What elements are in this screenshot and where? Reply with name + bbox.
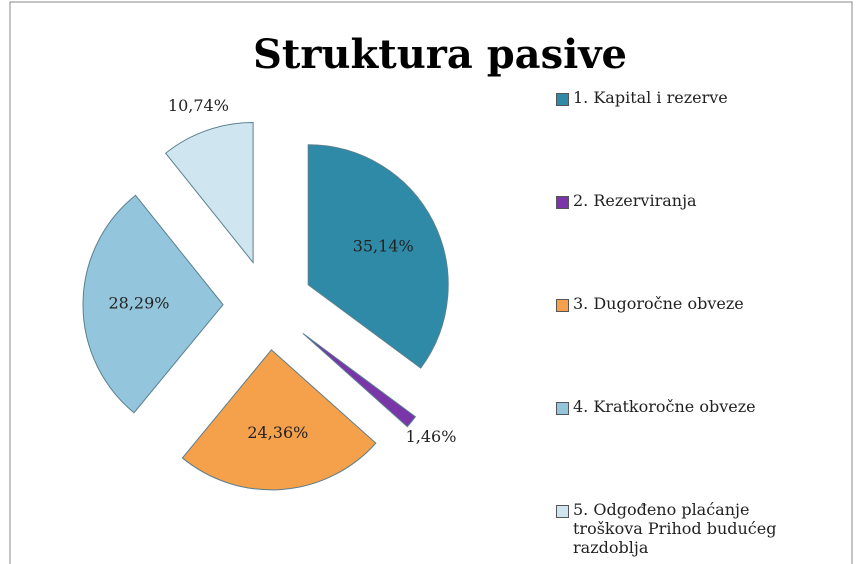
- legend-item: 2. Rezerviranja: [556, 191, 856, 210]
- data-label: 35,14%: [353, 236, 414, 255]
- pie-slice: [307, 144, 449, 369]
- frame: [9, 1, 853, 564]
- data-label: 1,46%: [406, 427, 457, 446]
- legend-swatch: [556, 299, 569, 312]
- legend-item: 3. Dugoročne obveze: [556, 294, 856, 313]
- legend-swatch: [556, 93, 569, 106]
- legend-label: 3. Dugoročne obveze: [573, 294, 744, 313]
- legend-item: 1. Kapital i rezerve: [556, 88, 856, 107]
- data-label: 28,29%: [108, 294, 169, 313]
- legend-label: 4. Kratkoročne obveze: [573, 397, 756, 416]
- legend-item: 5. Odgođeno plaćanje troškova Prihod bud…: [556, 500, 856, 557]
- pie-slice: [302, 333, 417, 428]
- pie-slice: [164, 122, 254, 264]
- legend-item: 4. Kratkoročne obveze: [556, 397, 856, 416]
- pie-slice: [181, 349, 377, 491]
- legend-swatch: [556, 402, 569, 415]
- legend-swatch: [556, 505, 569, 518]
- legend-swatch: [556, 196, 569, 209]
- data-label: 10,74%: [168, 96, 229, 115]
- data-label: 24,36%: [247, 423, 308, 442]
- pie-slice: [82, 194, 224, 414]
- legend-label: 2. Rezerviranja: [573, 191, 697, 210]
- chart-title: Struktura pasive: [253, 31, 627, 78]
- legend-label: 1. Kapital i rezerve: [573, 88, 728, 107]
- legend-label: 5. Odgođeno plaćanje troškova Prihod bud…: [573, 500, 777, 557]
